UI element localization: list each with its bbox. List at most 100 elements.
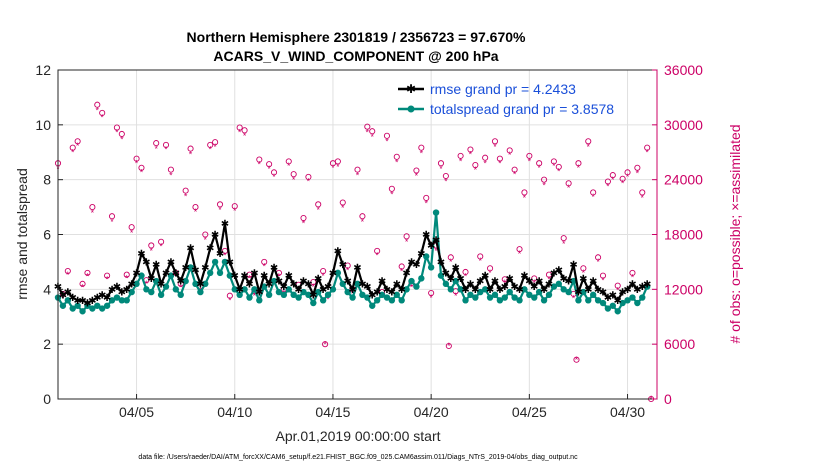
- obs-assimilated-point: *: [135, 158, 139, 168]
- legend-spread-label: totalspread grand pr = 3.8578: [430, 101, 614, 117]
- obs-possible-point: [216, 201, 224, 208]
- y-right-tick-label: 36000: [664, 62, 703, 78]
- obs-possible-point: [477, 253, 484, 260]
- spread-point: [442, 280, 450, 288]
- rmse-point: ✱: [324, 282, 332, 293]
- spread-point: [585, 297, 592, 304]
- spread-point: [59, 302, 67, 309]
- obs-assimilated-point: *: [626, 172, 630, 182]
- spread-point: [251, 286, 258, 293]
- rmse-point: ✱: [452, 263, 460, 274]
- rmse-point: ✱: [270, 263, 278, 274]
- rmse-point: ✱: [555, 266, 563, 277]
- obs-possible-point: [541, 176, 548, 183]
- obs-possible-point: [359, 213, 366, 220]
- obs-possible-point: [270, 169, 278, 176]
- spread-point: [565, 288, 572, 296]
- obs-possible-point: [619, 175, 626, 182]
- spread-point: [295, 294, 302, 301]
- obs-possible-point: [590, 189, 597, 196]
- obs-assimilated-point: *: [258, 159, 262, 169]
- spread-point: [418, 275, 425, 282]
- spread-point: [427, 264, 435, 271]
- rmse-point: ✱: [255, 288, 263, 299]
- spread-point: [540, 297, 548, 304]
- obs-assimilated-point: *: [591, 192, 595, 202]
- obs-assimilated-point: *: [478, 256, 482, 266]
- rmse-point: ✱: [177, 277, 185, 288]
- rmse-point: ✱: [348, 285, 356, 296]
- obs-possible-point: [403, 233, 410, 240]
- rmse-point: ✱: [550, 268, 558, 279]
- obs-possible-point: [138, 164, 145, 171]
- spread-point: [329, 286, 337, 293]
- rmse-point: ✱: [334, 246, 342, 257]
- rmse-point: ✱: [535, 277, 543, 288]
- obs-possible-point: [467, 146, 474, 153]
- obs-possible-point: [526, 152, 533, 159]
- obs-assimilated-point: *: [582, 268, 586, 278]
- x-axis: 04/05 04/10 04/15 04/20 04/25 04/30: [119, 394, 645, 420]
- obs-possible-point: [639, 189, 646, 196]
- obs-possible-point: [550, 158, 557, 165]
- obs-assimilated-point: *: [385, 136, 389, 146]
- obs-assimilated-point: *: [503, 278, 507, 288]
- obs-assimilated-point: *: [601, 275, 605, 285]
- obs-assimilated-point: *: [292, 175, 296, 185]
- obs-possible-point: [428, 289, 435, 297]
- obs-possible-point: [575, 160, 582, 167]
- obs-possible-point: [266, 161, 273, 168]
- rmse-point: ✱: [83, 299, 91, 310]
- rmse-point: ✱: [481, 271, 489, 282]
- obs-possible-point: [393, 153, 400, 160]
- obs-possible-point: [108, 213, 116, 220]
- rmse-point: ✱: [73, 296, 81, 307]
- obs-possible-point: [624, 169, 631, 176]
- obs-assimilated-point: *: [346, 265, 350, 275]
- obs-assimilated-point: *: [405, 237, 409, 247]
- rmse-point: ✱: [569, 260, 577, 271]
- rmse-point: ✱: [162, 268, 170, 279]
- obs-assimilated-point: *: [76, 141, 80, 151]
- obs-possible-point: [442, 172, 449, 180]
- rmse-point: ✱: [545, 279, 553, 290]
- y-right-tick-label: 6000: [664, 336, 695, 352]
- obs-possible-point: [187, 145, 194, 152]
- obs-possible-point: [560, 235, 567, 242]
- obs-possible-point: [344, 262, 351, 269]
- obs-possible-point: [496, 155, 503, 162]
- spread-point: [256, 297, 263, 304]
- obs-possible-point: [236, 124, 243, 131]
- rmse-point: ✱: [614, 296, 622, 307]
- spread-point: [511, 294, 518, 301]
- obs-possible-point: [531, 275, 538, 282]
- obs-assimilated-point: *: [150, 246, 154, 256]
- obs-assimilated-point: *: [508, 150, 512, 160]
- obs-assimilated-point: *: [542, 180, 546, 190]
- obs-assimilated-point: *: [213, 142, 217, 152]
- rmse-point: ✱: [437, 257, 445, 268]
- spread-point: [300, 288, 307, 296]
- spread-point: [629, 294, 636, 301]
- obs-possible-point: [634, 164, 641, 171]
- obs-possible-point: [202, 231, 209, 238]
- rmse-point: ✱: [525, 277, 533, 288]
- rmse-point: ✱: [560, 274, 568, 285]
- y-right-tick-label: 18000: [664, 227, 703, 243]
- spread-point: [457, 286, 464, 293]
- spread-point: [472, 294, 479, 301]
- y-tick-label: 6: [43, 227, 51, 243]
- spread-point: [241, 286, 248, 293]
- rmse-point: ✱: [506, 274, 514, 285]
- obs-possible-point: [226, 292, 233, 299]
- spread-point: [265, 291, 273, 299]
- rmse-point: ✱: [152, 260, 160, 271]
- obs-possible-point: [536, 160, 543, 167]
- y-tick-label: 10: [35, 117, 51, 133]
- rmse-point: ✱: [88, 296, 96, 307]
- chart-title-line1: Northern Hemisphere 2301819 / 2356723 = …: [187, 29, 526, 45]
- spread-point: [64, 297, 72, 304]
- spread-point: [290, 291, 297, 299]
- obs-count-layer: * * * * * * * * * * * * * * * * * * * * * * * * * * * * * * * * * * * * * * * *…: [54, 101, 655, 404]
- rmse-point: ✱: [235, 285, 243, 296]
